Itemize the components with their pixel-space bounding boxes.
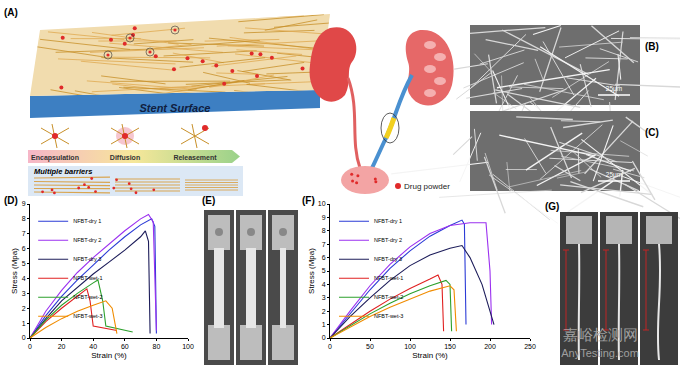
svg-text:25μm: 25μm <box>606 85 622 93</box>
svg-text:Strain (%): Strain (%) <box>412 351 448 360</box>
svg-text:40: 40 <box>89 343 97 350</box>
svg-text:AnyTesting.com: AnyTesting.com <box>561 347 639 359</box>
svg-text:1: 1 <box>322 321 326 328</box>
svg-text:NFBT-dry 1: NFBT-dry 1 <box>73 218 101 224</box>
svg-text:Multiple barriers: Multiple barriers <box>34 167 92 176</box>
svg-text:NFBT-wet-1: NFBT-wet-1 <box>374 275 403 281</box>
svg-text:Stress (Mpa): Stress (Mpa) <box>307 248 316 294</box>
svg-text:1: 1 <box>22 320 26 327</box>
svg-text:6: 6 <box>22 245 26 252</box>
svg-text:NFBT-dry 2: NFBT-dry 2 <box>73 237 101 243</box>
svg-text:4: 4 <box>322 281 326 288</box>
svg-text:5: 5 <box>322 267 326 274</box>
svg-text:8: 8 <box>322 227 326 234</box>
svg-text:Encapsulation: Encapsulation <box>31 154 79 162</box>
svg-text:Drug powder: Drug powder <box>404 182 450 191</box>
svg-text:Releasement: Releasement <box>173 154 217 161</box>
svg-text:9: 9 <box>322 214 326 221</box>
svg-text:200: 200 <box>484 343 496 350</box>
svg-text:(A): (A) <box>4 7 18 18</box>
svg-text:10: 10 <box>318 200 326 207</box>
svg-text:嘉峪检测网: 嘉峪检测网 <box>563 326 638 343</box>
svg-text:NFBT-wet-3: NFBT-wet-3 <box>73 313 102 319</box>
svg-text:3: 3 <box>22 290 26 297</box>
svg-text:(C): (C) <box>645 127 659 138</box>
svg-text:NFBT-wet-2: NFBT-wet-2 <box>374 294 403 300</box>
svg-text:0: 0 <box>322 334 326 341</box>
svg-text:0: 0 <box>328 343 332 350</box>
svg-text:250: 250 <box>524 343 536 350</box>
svg-text:NFBT-wet-1: NFBT-wet-1 <box>73 275 102 281</box>
svg-text:20: 20 <box>58 343 66 350</box>
svg-text:(G): (G) <box>545 201 559 212</box>
svg-text:(F): (F) <box>302 195 315 206</box>
svg-text:Diffusion: Diffusion <box>110 154 140 161</box>
svg-text:Stent Surface: Stent Surface <box>140 102 211 114</box>
svg-text:0: 0 <box>28 343 32 350</box>
svg-text:60: 60 <box>121 343 129 350</box>
svg-text:100: 100 <box>404 343 416 350</box>
svg-text:25μm: 25μm <box>606 171 622 179</box>
svg-text:Stress (Mpa): Stress (Mpa) <box>10 248 19 294</box>
svg-text:80: 80 <box>153 343 161 350</box>
svg-text:NFBT-dry 1: NFBT-dry 1 <box>374 218 402 224</box>
svg-text:(B): (B) <box>645 41 659 52</box>
svg-text:0: 0 <box>22 334 26 341</box>
svg-text:4: 4 <box>22 275 26 282</box>
svg-text:6: 6 <box>322 254 326 261</box>
svg-text:8: 8 <box>22 215 26 222</box>
svg-text:Strain (%): Strain (%) <box>91 351 127 360</box>
svg-text:7: 7 <box>322 241 326 248</box>
svg-text:2: 2 <box>322 308 326 315</box>
svg-text:9: 9 <box>22 200 26 207</box>
svg-text:100: 100 <box>182 343 194 350</box>
svg-text:NFBT-wet-2: NFBT-wet-2 <box>73 294 102 300</box>
svg-text:(D): (D) <box>4 195 18 206</box>
svg-text:(E): (E) <box>202 195 215 206</box>
svg-text:7: 7 <box>22 230 26 237</box>
svg-text:5: 5 <box>22 260 26 267</box>
svg-text:NFBT-dry 2: NFBT-dry 2 <box>374 237 402 243</box>
svg-text:50: 50 <box>366 343 374 350</box>
svg-text:NFBT-dry 3: NFBT-dry 3 <box>374 256 402 262</box>
svg-text:3: 3 <box>322 294 326 301</box>
svg-text:NFBT-dry 3: NFBT-dry 3 <box>73 256 101 262</box>
svg-text:150: 150 <box>444 343 456 350</box>
svg-text:2: 2 <box>22 305 26 312</box>
svg-text:NFBT-wet-3: NFBT-wet-3 <box>374 313 403 319</box>
